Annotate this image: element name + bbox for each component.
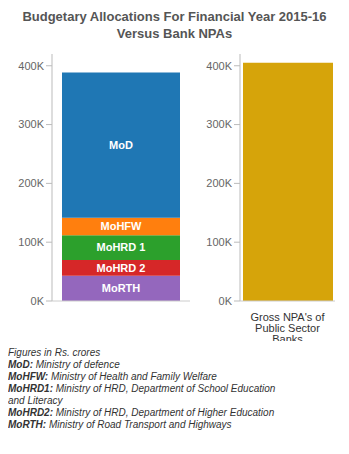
svg-text:0K: 0K [31,295,45,307]
svg-text:100K: 100K [18,236,44,248]
svg-text:200K: 200K [206,177,232,189]
html-text:MoHRD1: Ministry of HRD, Depar: MoHRD1: Ministry of HRD, Department of S… [8,383,276,406]
html-text:MoHRD2: Ministry of HRD, Depar: MoHRD2: Ministry of HRD, Department of H… [8,407,275,418]
svg-text:200K: 200K [18,177,44,189]
svg-text:MoHRD 2: MoHRD 2 [97,262,146,274]
svg-text:MoD: MoD [109,139,133,151]
svg-text:300K: 300K [206,118,232,130]
svg-text:MoRTH: MoRTH [102,282,141,294]
html-text:Figures in Rs. crores: Figures in Rs. crores [8,347,101,358]
svg-text:300K: 300K [18,118,44,130]
svg-text:400K: 400K [18,60,44,72]
html-text:MoRTH: Ministry of Road Transp: MoRTH: Ministry of Road Transport and Hi… [8,419,232,430]
svg-text:MoHRD 1: MoHRD 1 [97,241,146,253]
html-text:Budgetary Allocations For Fina: Budgetary Allocations For Financial Year… [22,9,327,41]
svg-text:Gross NPA's ofPublic SectorBan: Gross NPA's ofPublic SectorBanks [250,311,325,341]
svg-text:0K: 0K [219,295,233,307]
html-text:MoD: Ministry of defence: MoD: Ministry of defence [8,359,120,370]
html-text:MoHFW: Ministry of Health and: MoHFW: Ministry of Health and Family Wel… [8,371,217,382]
svg-text:400K: 400K [206,60,232,72]
svg-text:MoHFW: MoHFW [101,220,143,232]
svg-text:100K: 100K [206,236,232,248]
